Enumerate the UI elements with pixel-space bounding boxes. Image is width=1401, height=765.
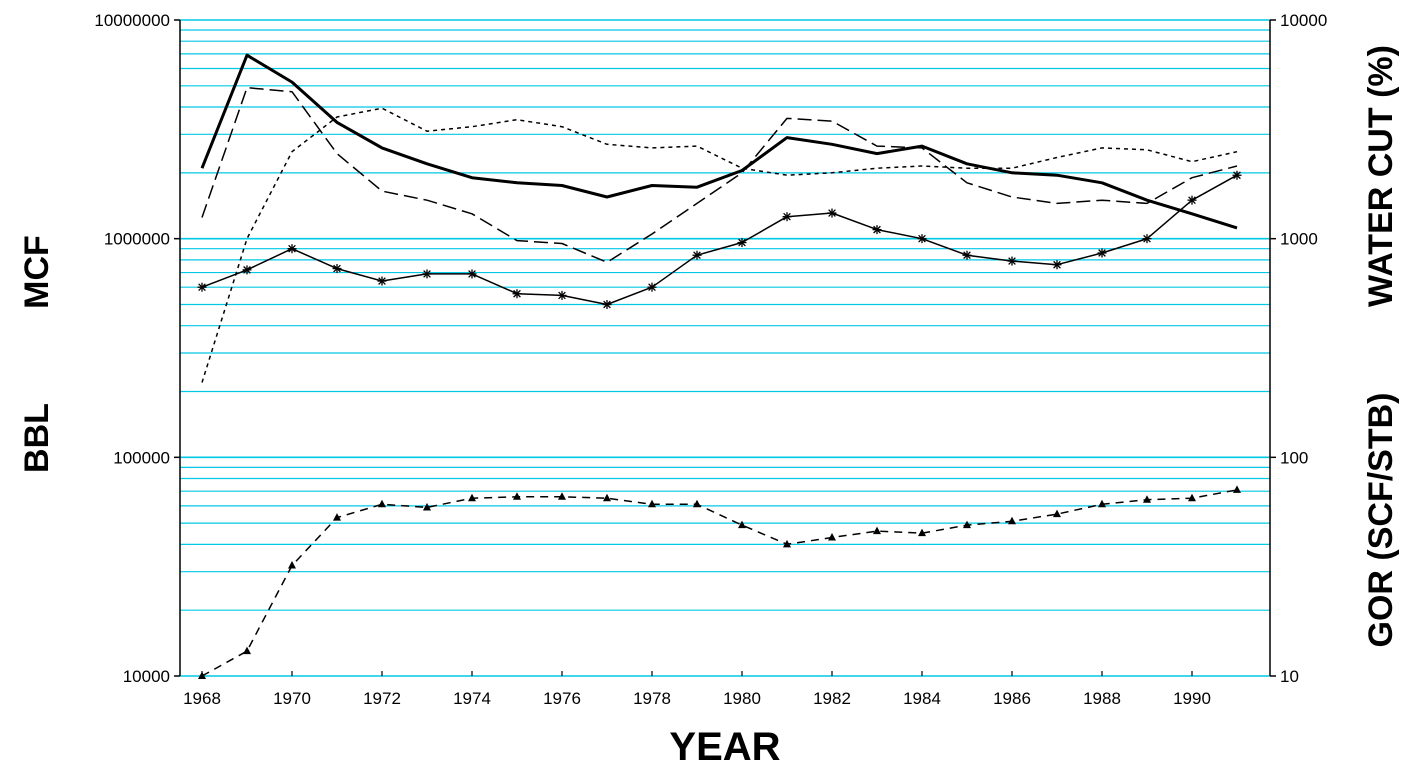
triangle-marker	[783, 539, 791, 548]
asterisk-marker	[467, 269, 477, 279]
x-tick-label: 1986	[993, 689, 1031, 708]
triangle-marker	[288, 561, 296, 569]
asterisk-marker	[1052, 260, 1062, 270]
x-tick-label: 1972	[363, 689, 401, 708]
asterisk-marker	[962, 250, 972, 260]
asterisk-marker	[1007, 256, 1017, 266]
y-right-tick-label: 100	[1280, 448, 1308, 467]
series-line-2	[201, 86, 1238, 264]
x-tick-label: 1990	[1173, 689, 1211, 708]
tick-labels: 10000 100000 1000000 10000000 10 100 1000 10000…	[94, 11, 1327, 708]
y-right-tick-label: 1000	[1280, 230, 1318, 249]
triangle-marker	[1188, 493, 1196, 502]
triangle-marker	[648, 499, 656, 508]
asterisk-marker	[1142, 234, 1152, 244]
asterisk-marker	[1187, 195, 1197, 205]
x-tick-label: 1970	[273, 689, 311, 708]
x-tick-label: 1988	[1083, 689, 1121, 708]
triangle-marker	[243, 646, 251, 655]
triangle-marker	[468, 493, 476, 502]
series-line-3	[201, 107, 1238, 383]
triangle-marker	[1053, 509, 1061, 518]
asterisk-marker	[647, 282, 657, 292]
triangle-marker	[1008, 516, 1016, 525]
triangle-marker	[828, 532, 836, 541]
asterisk-marker	[512, 289, 522, 299]
triangle-marker	[378, 499, 386, 508]
asterisk-marker	[1232, 170, 1242, 180]
right-axis-title-water-cut: WATER CUT (%)	[1362, 45, 1400, 307]
triangle-marker	[873, 526, 881, 535]
asterisk-marker	[422, 269, 432, 279]
asterisk-marker	[602, 299, 612, 309]
y-right-tick-label: 10	[1280, 667, 1299, 686]
x-tick-label: 1984	[903, 689, 941, 708]
right-axis-title-gor: GOR (SCF/STB)	[1362, 393, 1400, 648]
y-left-tick-label: 10000000	[94, 11, 170, 30]
triangle-marker	[738, 520, 746, 529]
triangle-marker	[333, 513, 341, 521]
asterisk-marker	[692, 250, 702, 260]
series-line-4	[201, 174, 1238, 306]
y-left-tick-label: 100000	[113, 448, 170, 467]
axes	[174, 19, 1276, 677]
series-line-5	[201, 489, 1238, 677]
triangle-marker	[1233, 485, 1241, 493]
triangle-marker	[693, 499, 701, 508]
asterisk-marker	[197, 282, 207, 292]
y-right-tick-label: 10000	[1280, 11, 1327, 30]
left-axis-title-mcf: MCF	[18, 235, 56, 309]
series-line-1	[200, 53, 1238, 230]
series-lines	[200, 53, 1238, 677]
x-tick-label: 1968	[183, 689, 221, 708]
asterisk-marker	[242, 265, 252, 275]
y-left-tick-label: 1000000	[104, 230, 170, 249]
triangle-marker	[558, 492, 566, 500]
x-tick-label: 1974	[453, 689, 491, 708]
left-axis-title-bbl: BBL	[18, 403, 56, 473]
asterisk-marker	[332, 264, 342, 274]
triangle-marker	[1098, 499, 1106, 508]
asterisk-marker	[782, 212, 792, 222]
series-markers	[197, 170, 1242, 679]
asterisk-marker	[287, 244, 297, 254]
triangle-marker	[603, 493, 611, 502]
triangle-marker	[513, 492, 521, 500]
triangle-marker	[423, 502, 431, 511]
triangle-marker	[1143, 495, 1151, 503]
x-tick-label: 1978	[633, 689, 671, 708]
asterisk-marker	[1097, 248, 1107, 258]
grid	[180, 19, 1270, 677]
y-left-tick-label: 10000	[123, 667, 170, 686]
x-tick-label: 1982	[813, 689, 851, 708]
triangle-marker	[963, 520, 971, 529]
asterisk-marker	[377, 276, 387, 286]
triangle-marker	[918, 528, 926, 537]
asterisk-marker	[737, 238, 747, 248]
x-tick-label: 1980	[723, 689, 761, 708]
asterisk-marker	[872, 225, 882, 235]
asterisk-marker	[827, 208, 837, 218]
x-tick-label: 1976	[543, 689, 581, 708]
x-axis-title: YEAR	[669, 725, 780, 765]
asterisk-marker	[917, 234, 927, 244]
asterisk-marker	[557, 290, 567, 300]
